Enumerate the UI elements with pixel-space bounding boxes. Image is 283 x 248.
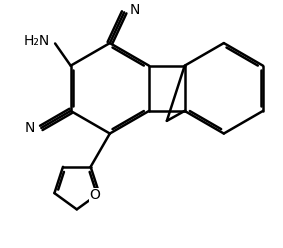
Text: N: N: [130, 3, 140, 17]
Text: N: N: [24, 121, 35, 135]
Text: O: O: [89, 188, 100, 202]
Text: H₂N: H₂N: [23, 34, 50, 48]
